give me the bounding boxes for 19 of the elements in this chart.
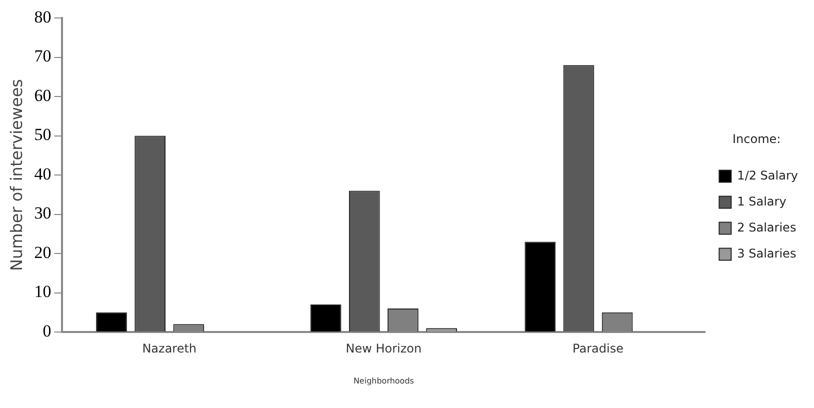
y-tick-label: 50 (34, 125, 52, 144)
y-tick-label: 70 (34, 46, 52, 66)
y-tick-label: 0 (42, 321, 52, 340)
y-tick-label: 40 (34, 164, 52, 184)
x-axis-title: Neighborhoods (353, 376, 414, 386)
legend-label: 2 Salaries (737, 220, 796, 234)
y-tick-label: 60 (34, 86, 52, 105)
y-tick-label: 20 (34, 242, 52, 262)
x-tick-label: Paradise (572, 341, 624, 356)
y-tick-label: 80 (34, 7, 52, 26)
legend-label: 3 Salaries (737, 246, 796, 260)
y-tick-label: 10 (34, 282, 52, 302)
legend-label: 1 Salary (737, 194, 786, 208)
y-axis-title: Number of interviewees (6, 78, 26, 272)
legend-label: 1/2 Salary (737, 168, 798, 182)
y-tick-label: 30 (34, 204, 52, 223)
x-tick-label: New Horizon (346, 341, 422, 356)
x-tick-label: Nazareth (142, 341, 197, 356)
legend-title: Income: (732, 132, 781, 146)
